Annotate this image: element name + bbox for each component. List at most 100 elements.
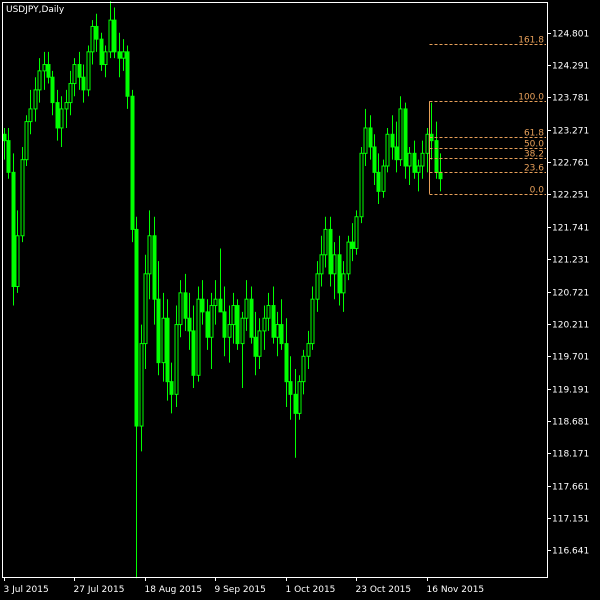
time-axis: 3 Jul 2015 27 Jul 2015 18 Aug 2015 9 Sep 20…: [4, 577, 484, 595]
candle: [293, 368, 298, 458]
candle-body-up: [346, 241, 351, 275]
candle-body-up: [64, 102, 69, 110]
candle-body-down: [271, 305, 276, 338]
candle: [108, 1, 113, 59]
candle: [55, 89, 60, 141]
candle: [301, 349, 306, 395]
candle: [191, 305, 196, 388]
candle: [346, 235, 351, 281]
candle-body-up: [363, 127, 368, 154]
candle: [28, 89, 33, 135]
y-tick-label: 121.231: [552, 256, 589, 266]
candle-body-down: [125, 51, 130, 97]
candle: [15, 210, 20, 293]
candle: [183, 273, 188, 331]
candle: [337, 235, 342, 306]
candle: [125, 45, 130, 109]
x-tick-label: 1 Oct 2015: [286, 585, 336, 595]
candle: [200, 280, 205, 325]
candle: [94, 13, 99, 52]
fib-level-label: 50.0: [524, 140, 544, 150]
candle-body-down: [130, 95, 135, 230]
candle: [244, 280, 249, 331]
candle-body-down: [117, 51, 122, 59]
candle-body-down: [99, 38, 104, 66]
candle-body-up: [398, 108, 403, 161]
candle: [213, 280, 218, 325]
y-tick-label: 124.801: [552, 30, 589, 40]
candle-body-down: [50, 76, 55, 104]
candle: [341, 261, 346, 312]
candle: [227, 305, 232, 363]
candle-body-up: [24, 121, 29, 161]
candle: [266, 292, 271, 331]
y-tick-label: 121.741: [552, 224, 589, 234]
candle-body-up: [59, 108, 64, 129]
y-tick-label: 119.701: [552, 353, 589, 363]
candle: [72, 58, 77, 97]
candle: [156, 261, 161, 376]
candle-body-down: [253, 336, 258, 357]
candle-body-up: [103, 51, 108, 66]
candle: [209, 292, 214, 369]
candle: [86, 45, 91, 97]
candle: [187, 292, 192, 350]
candle-body-up: [209, 305, 214, 338]
candle: [390, 115, 395, 160]
x-tick-label: 3 Jul 2015: [4, 585, 49, 595]
candle-body-up: [297, 381, 302, 414]
fib-level-label: 100.0: [518, 93, 544, 103]
candle-body-up: [139, 343, 144, 427]
x-tick-label: 9 Sep 2015: [215, 585, 266, 595]
candle: [315, 261, 320, 312]
x-tick-label: 27 Jul 2015: [74, 585, 125, 595]
candle-body-down: [249, 298, 254, 338]
candle: [24, 115, 29, 167]
y-tick-label: 118.171: [552, 450, 589, 460]
candle-body-down: [2, 133, 7, 142]
candle-body-up: [332, 254, 337, 275]
chart-title: USDJPY,Daily: [6, 5, 65, 15]
candle: [416, 159, 421, 192]
candle: [381, 159, 386, 198]
candle: [323, 216, 328, 268]
candle: [332, 242, 337, 300]
candle-body-down: [279, 324, 284, 345]
candle: [152, 216, 157, 325]
candle-body-down: [6, 140, 11, 173]
candle: [147, 210, 152, 300]
candle: [319, 235, 324, 287]
y-tick-label: 120.211: [552, 321, 589, 331]
candle-body-up: [354, 216, 359, 249]
candle-body-up: [108, 19, 113, 53]
candle-body-up: [161, 317, 166, 364]
candle-body-up: [407, 152, 412, 167]
plot-frame: [2, 2, 548, 578]
candle: [117, 32, 122, 78]
candle: [328, 216, 333, 287]
candle: [407, 146, 412, 186]
candle-body-down: [368, 127, 373, 148]
candle: [403, 102, 408, 179]
candle: [412, 140, 417, 179]
candle-body-up: [275, 324, 280, 338]
candle: [139, 324, 144, 452]
candle: [420, 140, 425, 179]
candle-body-down: [328, 228, 333, 275]
candle-body-up: [37, 70, 42, 91]
candle-body-down: [337, 254, 342, 294]
candle: [134, 216, 139, 579]
y-tick-label: 116.641: [552, 547, 589, 557]
candle-body-down: [77, 64, 82, 78]
y-tick-label: 119.191: [552, 386, 589, 396]
candle: [42, 51, 47, 90]
candles-layer: [2, 1, 443, 579]
candle-body-up: [341, 273, 346, 294]
candle: [64, 89, 69, 128]
candle: [271, 286, 276, 344]
candle-body-up: [306, 343, 311, 357]
candle: [297, 375, 302, 420]
candle-body-down: [94, 25, 99, 40]
candle-body-down: [372, 146, 377, 173]
